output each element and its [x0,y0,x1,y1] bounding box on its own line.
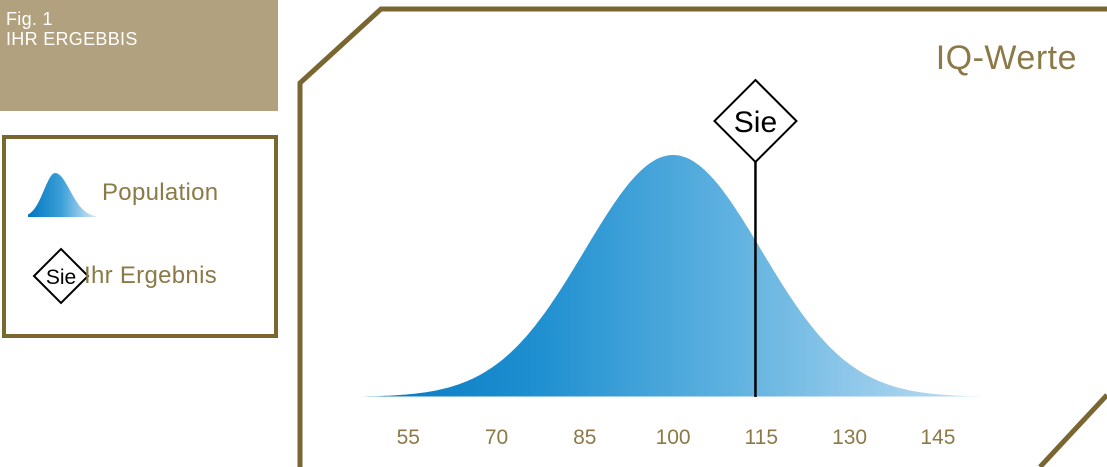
figure-title: IHR ERGEBBIS [6,29,138,49]
x-tick-label: 115 [745,426,778,449]
result-marker-text: Sie [734,106,777,139]
figure-label: Fig. 1 [6,9,53,29]
legend-box: Population Sie Ihr Ergebnis [2,135,278,338]
chart-frame-bottom-right [1038,393,1107,467]
chart-title: IQ-Werte [936,39,1077,77]
x-tick-label: 145 [920,426,955,449]
legend-item-population: Population [26,167,218,219]
x-tick-label: 130 [832,426,867,449]
x-tick-label: 55 [397,426,420,449]
population-curve-area [320,155,1085,397]
legend-marker-text: Sie [46,266,76,289]
result-marker-icon: Sie [32,247,90,305]
x-axis-tick-labels: 55 70 85 100 115 130 145 [397,426,956,449]
x-tick-label: 70 [485,426,508,449]
result-marker: Sie [713,78,798,397]
x-tick-label: 100 [656,426,691,449]
bell-curve-icon [28,173,96,217]
figure-caption-box: Fig. 1 IHR ERGEBBIS [0,0,278,111]
chart-frame-top-left [297,6,1107,467]
legend-result-label: Ihr Ergebnis [84,262,217,289]
legend-item-result: Sie Ihr Ergebnis [32,247,217,305]
result-marker-diamond [713,78,798,164]
legend-population-label: Population [102,179,219,206]
x-tick-label: 85 [573,426,596,449]
